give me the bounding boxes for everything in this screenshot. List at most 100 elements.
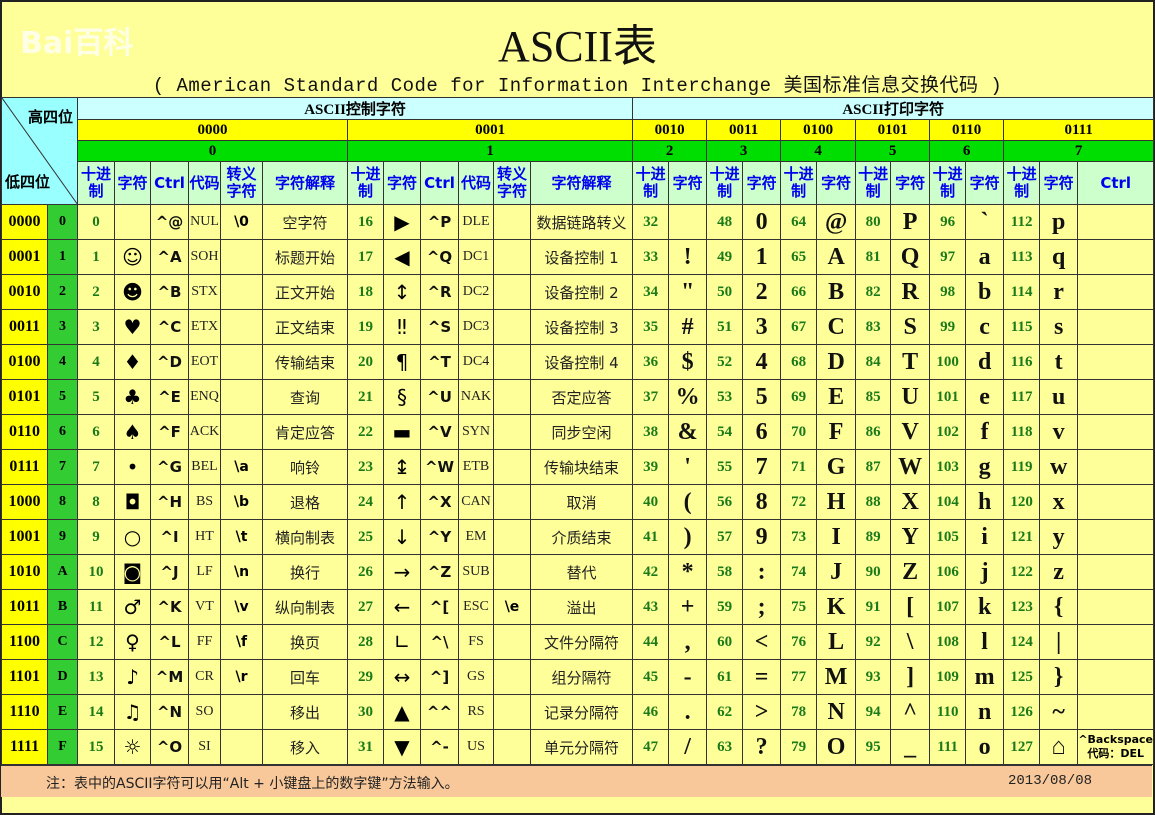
cell-char: b — [965, 274, 1005, 310]
low-bits-binary: 1101 — [1, 659, 48, 695]
cell-escape — [493, 274, 531, 310]
low-bits-binary: 1110 — [1, 694, 48, 730]
cell-char: h — [965, 484, 1005, 520]
cell-decimal: 76 — [780, 624, 818, 660]
cell-char: ◙ — [114, 554, 151, 590]
cell-decimal: 18 — [347, 274, 384, 310]
high-bits-hex: 7 — [1003, 140, 1155, 162]
cell-char: ↓ — [383, 519, 421, 555]
high-bits-hex: 4 — [780, 140, 857, 162]
cell-ctrl-key: ^A — [150, 239, 189, 275]
cell-decimal: 12 — [77, 624, 115, 660]
low-bits-binary: 0000 — [1, 204, 48, 240]
cell-char: 8 — [742, 484, 782, 520]
cell-decimal: 45 — [632, 659, 670, 695]
cell-decimal: 57 — [706, 519, 744, 555]
cell-description: 同步空闲 — [529, 414, 634, 450]
cell-code: DC2 — [458, 274, 494, 310]
cell-char: r — [1039, 274, 1079, 310]
table-row: 0100 4 4 ♦ ^D EOT 传输结束 20 ¶ ^T DC4 设备控制 4 36 $52 4 68 D 8… — [1, 344, 1155, 380]
cell-char: ) — [668, 519, 708, 555]
cell-code: SO — [188, 694, 221, 730]
cell-ctrl-key: ^U — [420, 379, 459, 415]
cell-code: DC1 — [458, 239, 494, 275]
cell-char: ! — [668, 239, 708, 275]
cell-decimal: 65 — [780, 239, 818, 275]
cell-description: 换行 — [262, 554, 348, 590]
cell-description: 数据链路转义 — [529, 204, 634, 240]
cell-code: ENQ — [188, 379, 221, 415]
cell-decimal: 1 — [77, 239, 115, 275]
cell-description: 换页 — [262, 624, 348, 660]
cell-char: 4 — [742, 344, 782, 380]
cell-decimal: 36 — [632, 344, 670, 380]
cell-decimal: 30 — [347, 694, 384, 730]
cell-decimal: 98 — [929, 274, 967, 310]
cell-description: 标题开始 — [262, 239, 348, 275]
low-bits-binary: 1011 — [1, 589, 48, 625]
cell-char: P — [890, 204, 931, 240]
cell-char: ▲ — [383, 694, 421, 730]
column-header-char: 字符 — [890, 161, 931, 205]
cell-char: / — [668, 729, 708, 765]
cell-char: ` — [965, 204, 1005, 240]
cell-decimal: 37 — [632, 379, 670, 415]
cell-decimal: 120 — [1003, 484, 1041, 520]
table-row: 1000 8 8 ◘ ^H BS \b 退格 24 ↑ ^X CAN 取消 40(56 8 72 H 88 X 104… — [1, 484, 1155, 520]
high-bits-hex: 1 — [346, 140, 634, 162]
footer-date: 2013/08/08 — [1007, 773, 1092, 789]
cell-ctrl-key — [1077, 274, 1155, 310]
cell-decimal: 116 — [1003, 344, 1041, 380]
cell-decimal: 41 — [632, 519, 670, 555]
cell-escape — [493, 659, 531, 695]
cell-decimal: 10 — [77, 554, 115, 590]
cell-ctrl-key: ^@ — [150, 204, 189, 240]
ascii-table: 高四位 低四位 ASCII控制字符 ASCII打印字符 0000 0001 0010… — [1, 97, 1155, 765]
cell-description: 纵向制表 — [262, 589, 348, 625]
cell-decimal: 102 — [929, 414, 967, 450]
cell-description: 设备控制 3 — [529, 309, 634, 345]
cell-decimal: 74 — [780, 554, 818, 590]
cell-char: j — [965, 554, 1005, 590]
cell-decimal: 106 — [929, 554, 967, 590]
cell-description: 回车 — [262, 659, 348, 695]
cell-description: 正文开始 — [262, 274, 348, 310]
cell-char: 5 — [742, 379, 782, 415]
cell-char: ♫ — [114, 694, 151, 730]
cell-char: k — [965, 589, 1005, 625]
table-row: 1010 A 10 ◙ ^J LF \n 换行 26 → ^Z SUB 替代 42 * 58:74 J 90 Z 10… — [1, 554, 1155, 590]
column-header-desc: 字符解释 — [529, 161, 634, 205]
cell-escape: \f — [220, 624, 263, 660]
cell-char: U — [890, 379, 931, 415]
high-bits-binary: 0111 — [1003, 119, 1155, 141]
low-bits-hex: 6 — [47, 414, 78, 450]
cell-decimal: 85 — [855, 379, 892, 415]
cell-decimal: 123 — [1003, 589, 1041, 625]
cell-description: 横向制表 — [262, 519, 348, 555]
cell-char: 1 — [742, 239, 782, 275]
column-header-dec: 十进制 — [347, 161, 384, 205]
cell-decimal: 126 — [1003, 694, 1041, 730]
cell-ctrl-key: ^- — [420, 729, 459, 765]
cell-code: STX — [188, 274, 221, 310]
cell-code: EOT — [188, 344, 221, 380]
cell-ctrl-key: ^C — [150, 309, 189, 345]
cell-code: SI — [188, 729, 221, 765]
cell-char: 7 — [742, 449, 782, 485]
high-bits-hex: 3 — [706, 140, 782, 162]
cell-ctrl-key — [1077, 379, 1155, 415]
cell-escape — [220, 414, 263, 450]
cell-escape — [220, 729, 263, 765]
cell-description: 介质结束 — [529, 519, 634, 555]
table-area: 高四位 低四位 ASCII控制字符 ASCII打印字符 0000 0001 0010… — [1, 97, 1155, 797]
column-header-ctrl: Ctrl — [150, 161, 189, 205]
cell-decimal: 105 — [929, 519, 967, 555]
cell-decimal: 107 — [929, 589, 967, 625]
cell-description: 组分隔符 — [529, 659, 634, 695]
cell-decimal: 125 — [1003, 659, 1041, 695]
cell-decimal: 71 — [780, 449, 818, 485]
cell-decimal: 117 — [1003, 379, 1041, 415]
control-chars-header: ASCII控制字符 — [76, 97, 634, 120]
cell-char: J — [816, 554, 857, 590]
baidu-watermark-logo: Bai百科 — [20, 26, 134, 61]
